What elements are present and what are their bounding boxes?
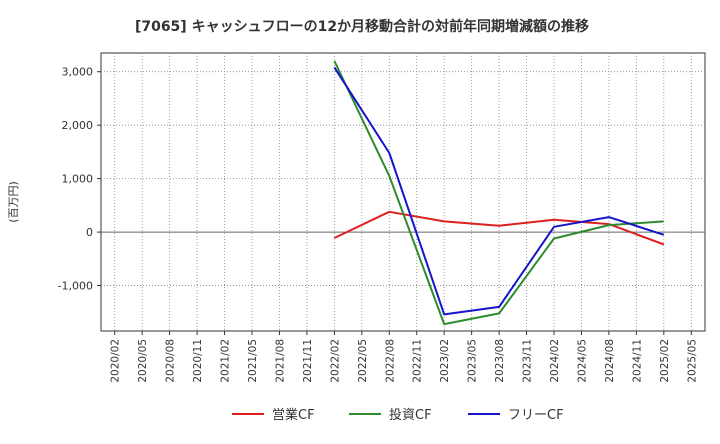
x-tick-label: 2023/11 [522,339,534,383]
y-axis-label: (百万円) [7,181,20,223]
x-tick-label: 2020/05 [137,339,149,383]
legend: 営業CF 投資CF フリーCF [232,407,564,423]
x-tick-label: 2023/05 [467,339,479,383]
x-tick-label: 2021/08 [274,339,286,383]
x-tick-label: 2022/05 [357,339,369,383]
x-tick-label: 2020/11 [192,339,204,383]
series-line-2 [333,66,665,316]
x-tick-label: 2022/08 [384,339,396,383]
x-tick-label: 2021/02 [220,339,232,383]
chart-title: [7065] キャッシュフローの12か月移動合計の対前年同期増減額の推移 [135,18,589,35]
x-tick-label: 2023/08 [494,339,506,383]
series-lines [333,60,665,326]
y-axis-ticks: -1,000 0 1,000 2,000 3,000 [58,66,101,293]
x-tick-label: 2025/05 [686,339,698,383]
legend-label-1: 投資CF [389,407,432,423]
y-tick-label: 1,000 [62,173,94,186]
x-tick-label: 2022/11 [412,339,424,383]
y-tick-label: 2,000 [62,119,94,132]
x-tick-label: 2023/02 [439,339,451,383]
x-tick-label: 2024/11 [631,339,643,383]
y-tick-label: 0 [86,226,93,239]
x-tick-label: 2022/02 [329,339,341,383]
x-tick-label: 2024/08 [604,339,616,383]
x-tick-label: 2025/02 [659,339,671,383]
x-tick-label: 2020/02 [110,339,122,383]
y-tick-label: -1,000 [58,280,93,293]
x-tick-label: 2024/05 [576,339,588,383]
x-tick-label: 2020/08 [165,339,177,383]
y-tick-label: 3,000 [62,66,94,79]
legend-label-0: 営業CF [272,407,315,423]
x-tick-label: 2021/05 [247,339,259,383]
grid-lines [101,53,705,331]
legend-label-2: フリーCF [508,408,564,423]
series-line-1 [333,60,664,326]
x-axis-ticks: 2020/02 2020/05 2020/08 2020/11 2021/02 2021/… [110,331,698,383]
x-tick-label: 2021/11 [302,339,314,383]
x-tick-label: 2024/02 [549,339,561,383]
